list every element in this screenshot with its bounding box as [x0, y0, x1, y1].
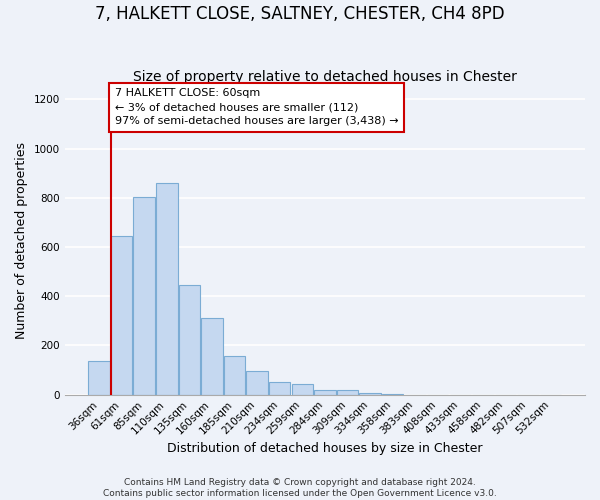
Bar	[179, 285, 200, 395]
Bar	[314, 390, 335, 394]
Bar	[269, 382, 290, 394]
Bar	[111, 236, 133, 394]
Bar	[201, 318, 223, 394]
Bar	[133, 196, 155, 394]
Bar	[337, 390, 358, 394]
Bar	[359, 393, 381, 394]
Text: 7 HALKETT CLOSE: 60sqm
← 3% of detached houses are smaller (112)
97% of semi-det: 7 HALKETT CLOSE: 60sqm ← 3% of detached …	[115, 88, 398, 126]
Bar	[247, 372, 268, 394]
Bar	[88, 362, 110, 394]
Title: Size of property relative to detached houses in Chester: Size of property relative to detached ho…	[133, 70, 517, 85]
Text: 7, HALKETT CLOSE, SALTNEY, CHESTER, CH4 8PD: 7, HALKETT CLOSE, SALTNEY, CHESTER, CH4 …	[95, 5, 505, 23]
X-axis label: Distribution of detached houses by size in Chester: Distribution of detached houses by size …	[167, 442, 482, 455]
Bar	[292, 384, 313, 394]
Text: Contains HM Land Registry data © Crown copyright and database right 2024.
Contai: Contains HM Land Registry data © Crown c…	[103, 478, 497, 498]
Y-axis label: Number of detached properties: Number of detached properties	[15, 142, 28, 340]
Bar	[224, 356, 245, 395]
Bar	[156, 183, 178, 394]
